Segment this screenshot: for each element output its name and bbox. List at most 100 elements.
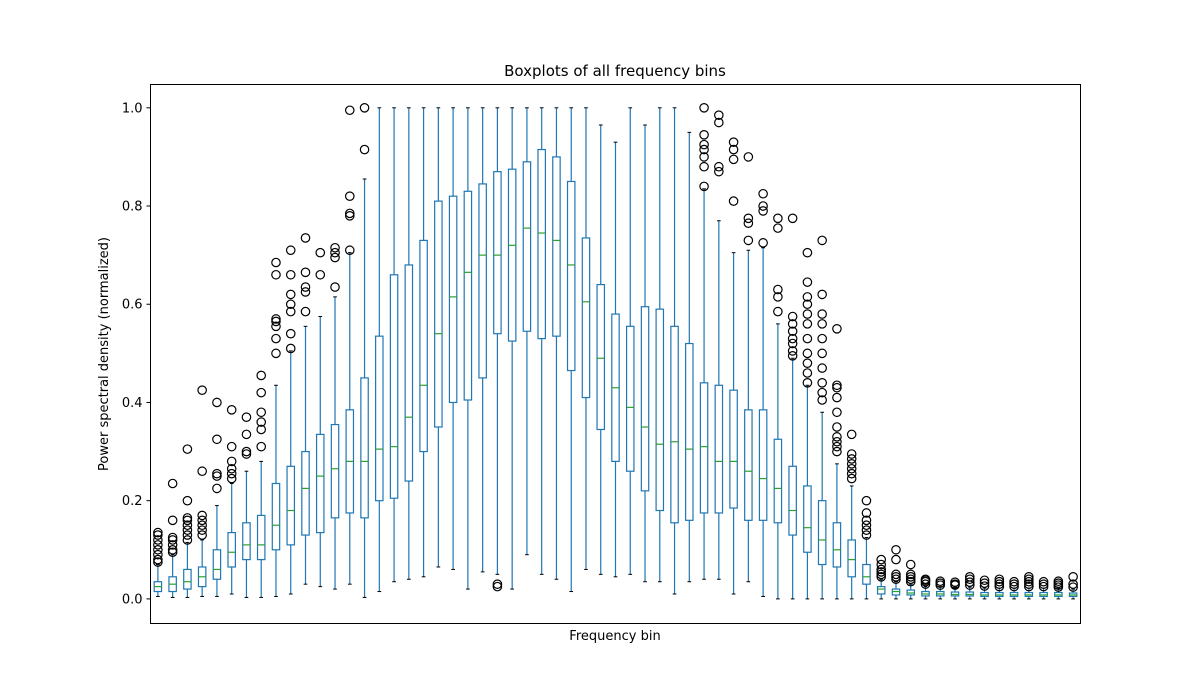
outlier-point xyxy=(226,405,237,415)
box-group xyxy=(787,213,798,600)
box-group xyxy=(596,124,606,575)
outlier-point xyxy=(802,309,813,319)
outlier-point xyxy=(197,515,207,526)
outlier-point xyxy=(773,284,783,295)
box-group xyxy=(876,554,887,600)
outlier-point xyxy=(832,441,842,452)
box-group xyxy=(153,527,163,597)
y-tick-label: 1.0 xyxy=(122,101,143,116)
outlier-point xyxy=(699,181,709,192)
outlier-point xyxy=(950,577,960,588)
y-tick-label: 0.8 xyxy=(122,200,143,215)
outlier-point xyxy=(891,569,901,580)
iqr-box xyxy=(552,156,561,337)
box-group xyxy=(625,107,635,575)
box-group xyxy=(537,107,546,575)
box-group xyxy=(891,544,901,600)
iqr-box xyxy=(714,384,724,514)
outlier-point xyxy=(344,191,355,201)
outlier-point xyxy=(802,368,813,378)
box-group xyxy=(685,131,694,583)
iqr-box xyxy=(773,438,783,524)
iqr-box xyxy=(862,563,871,585)
outlier-point xyxy=(832,407,842,418)
box-group xyxy=(226,405,237,595)
outlier-point xyxy=(153,544,163,555)
box-group xyxy=(994,574,1005,600)
outlier-point xyxy=(743,235,754,246)
outlier-point xyxy=(271,257,281,268)
outlier-point xyxy=(330,242,340,253)
outlier-point xyxy=(271,316,281,327)
outlier-point xyxy=(300,233,311,243)
iqr-box xyxy=(330,423,340,519)
outlier-point xyxy=(153,535,163,545)
box-group xyxy=(979,575,990,600)
outlier-point xyxy=(182,525,193,535)
box-group xyxy=(935,576,946,600)
iqr-box xyxy=(685,342,694,521)
box-group xyxy=(655,107,665,583)
outlier-point xyxy=(315,247,326,258)
outlier-point xyxy=(182,530,193,540)
outlier-point xyxy=(861,508,872,518)
box-group xyxy=(507,107,517,590)
outlier-point xyxy=(802,319,813,329)
outlier-point xyxy=(979,575,990,586)
outlier-point xyxy=(1068,582,1078,592)
outlier-point xyxy=(300,287,311,297)
outlier-point xyxy=(743,152,754,162)
outlier-point xyxy=(256,417,267,427)
box-group xyxy=(699,103,709,580)
iqr-box xyxy=(744,409,753,521)
outlier-point xyxy=(344,105,355,116)
outlier-point xyxy=(787,351,798,361)
outlier-point xyxy=(212,471,222,481)
box-group xyxy=(950,577,960,600)
outlier-point xyxy=(861,515,872,526)
outlier-point xyxy=(300,282,311,292)
outlier-point xyxy=(728,144,739,155)
outlier-point xyxy=(891,572,901,582)
outlier-point xyxy=(492,579,503,589)
outlier-point xyxy=(1024,574,1034,585)
outlier-point xyxy=(226,473,237,484)
outlier-point xyxy=(197,525,207,535)
outlier-point xyxy=(344,208,355,219)
outlier-point xyxy=(271,314,281,324)
iqr-box xyxy=(301,450,310,536)
box-group xyxy=(670,107,679,595)
outlier-point xyxy=(743,213,754,224)
box-group xyxy=(359,103,370,598)
outlier-point xyxy=(964,572,975,582)
outlier-point xyxy=(197,520,207,531)
outlier-point xyxy=(817,309,827,319)
iqr-box xyxy=(566,180,576,372)
outlier-point xyxy=(728,196,739,206)
outlier-point xyxy=(964,577,975,588)
outlier-point xyxy=(891,554,901,565)
box-group xyxy=(728,137,739,595)
box-group xyxy=(389,107,399,583)
outlier-point xyxy=(832,446,842,457)
outlier-point xyxy=(802,277,813,287)
iqr-box xyxy=(522,161,532,332)
outlier-point xyxy=(714,110,724,120)
outlier-point xyxy=(167,532,178,543)
box-group xyxy=(463,107,473,590)
box-group xyxy=(197,385,207,597)
iqr-box xyxy=(625,325,635,472)
box-group xyxy=(434,107,443,568)
outlier-point xyxy=(714,161,724,172)
iqr-box xyxy=(699,382,709,514)
iqr-box xyxy=(596,283,606,431)
box-group xyxy=(1053,576,1064,600)
outlier-point xyxy=(802,292,813,302)
iqr-box xyxy=(315,433,325,534)
box-group xyxy=(1038,576,1049,600)
box-group xyxy=(846,429,857,600)
iqr-box xyxy=(375,335,384,502)
box-group xyxy=(802,247,813,600)
outlier-point xyxy=(344,245,355,256)
